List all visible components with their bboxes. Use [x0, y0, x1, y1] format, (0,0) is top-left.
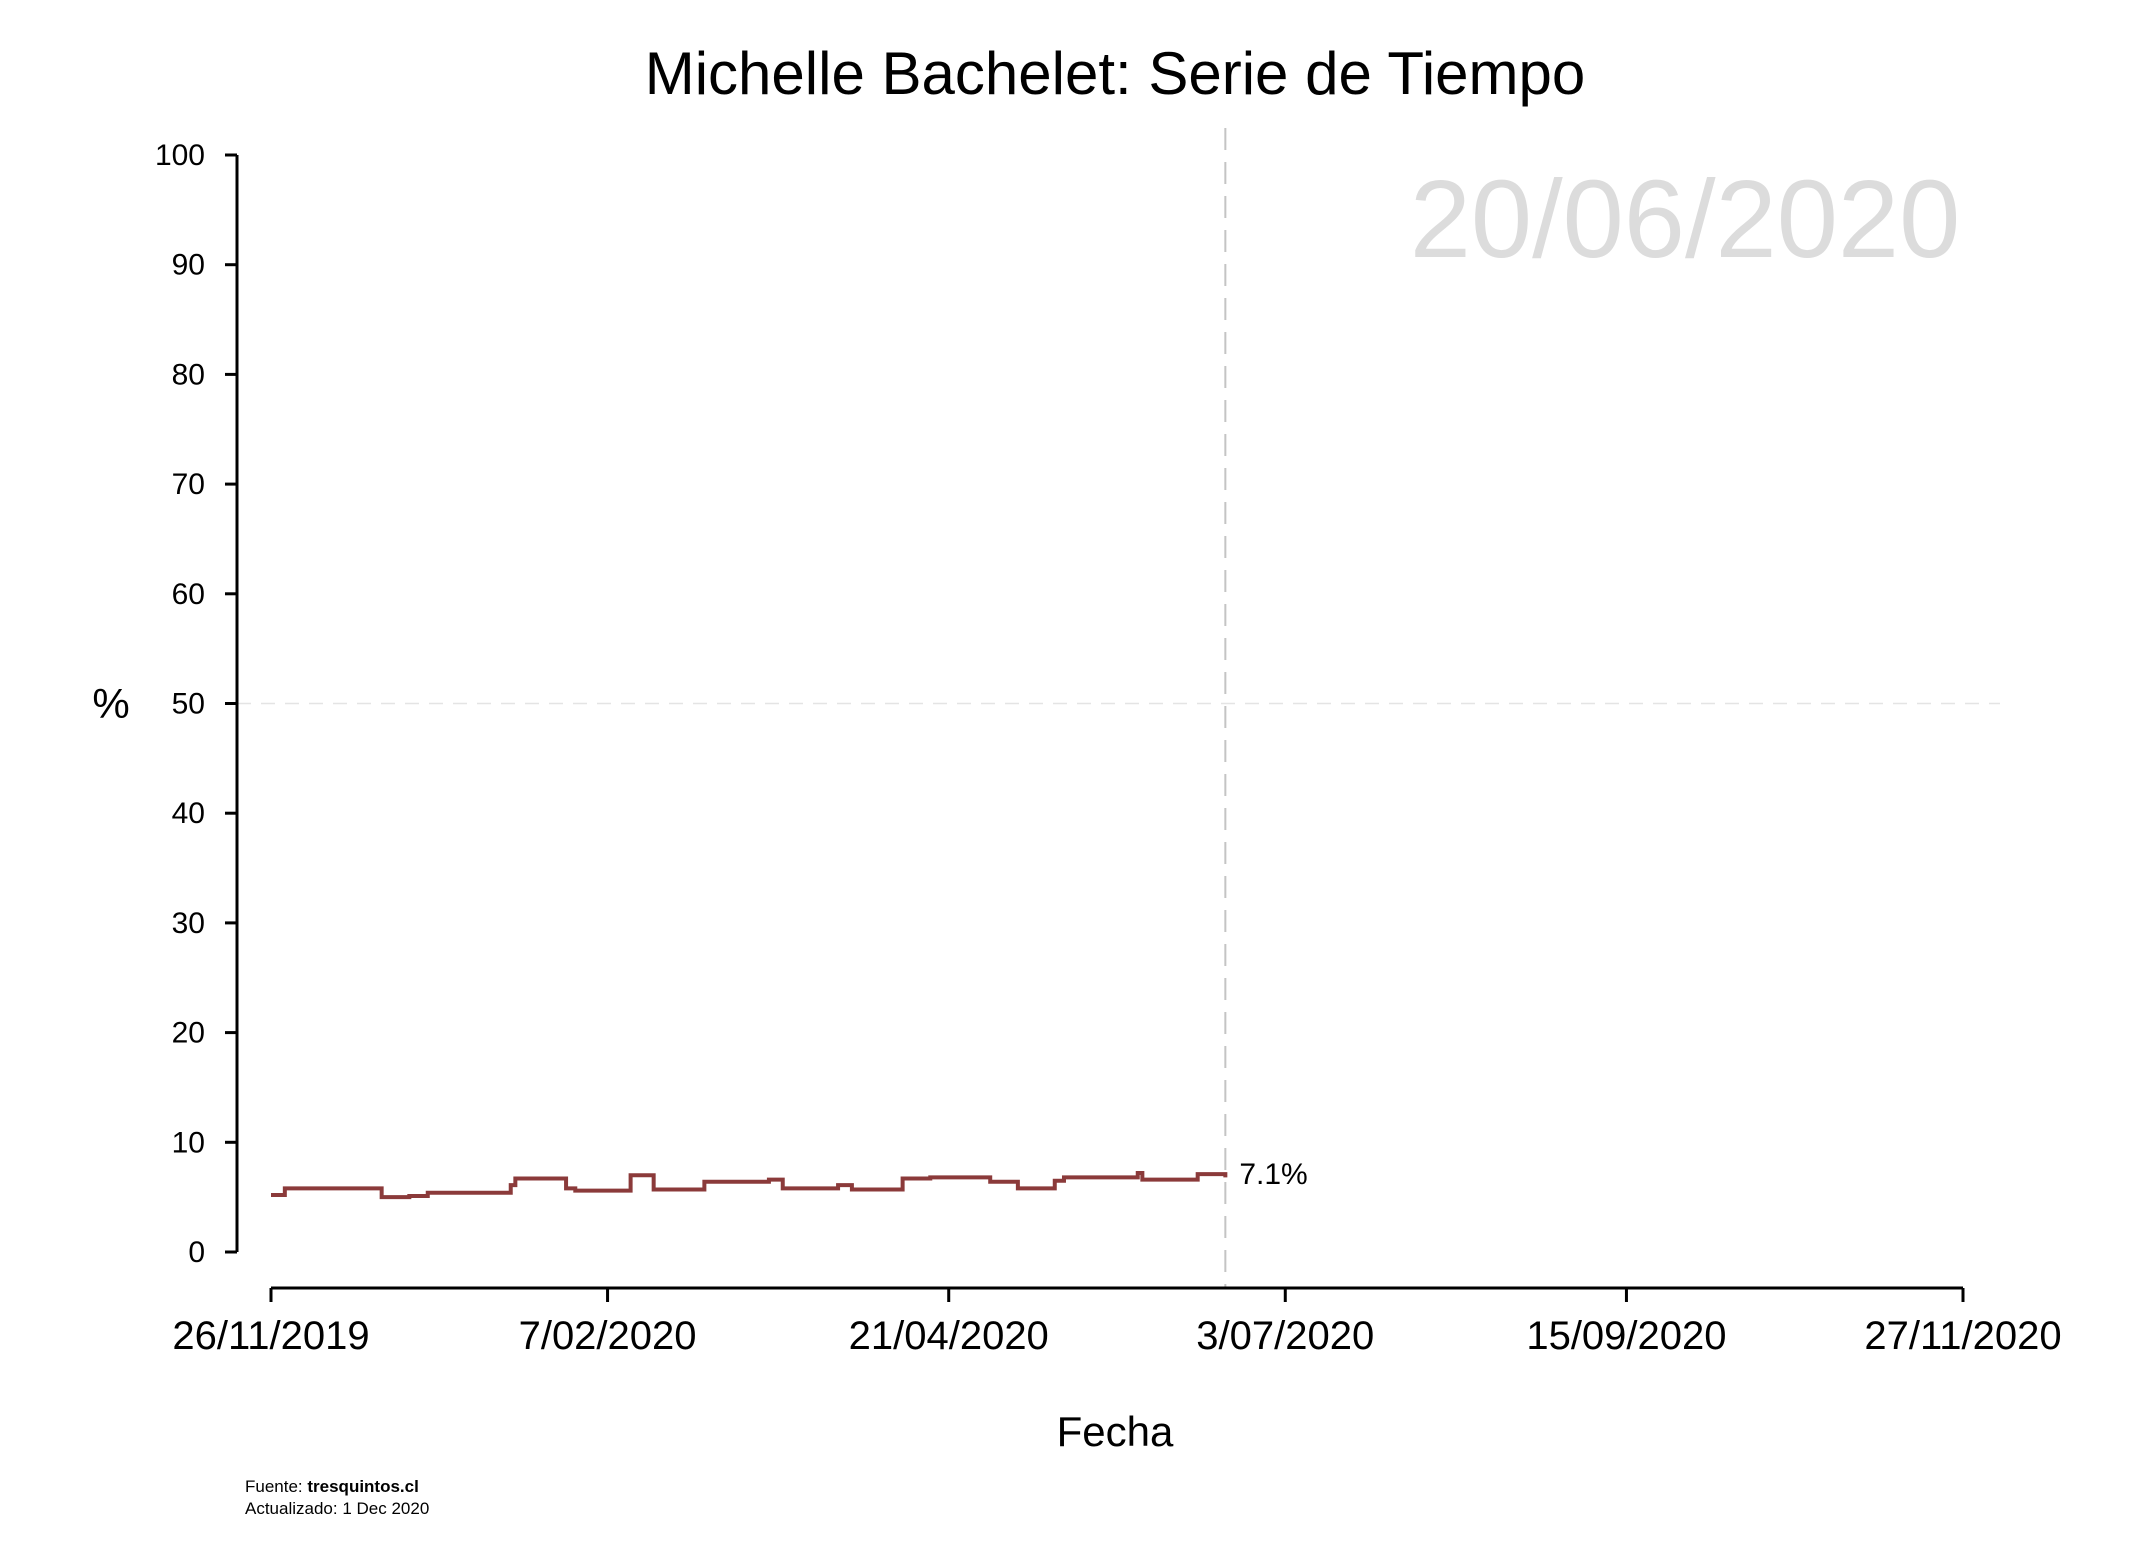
reference-lines [237, 128, 2000, 1288]
x-tick-label: 15/09/2020 [1526, 1314, 1726, 1358]
y-axis-label: % [92, 680, 129, 727]
series-line [271, 1171, 1228, 1200]
x-tick-label: 3/07/2020 [1196, 1314, 1374, 1358]
y-tick-label: 80 [172, 358, 205, 391]
y-axis: 0 10 20 30 40 50 60 70 80 90 100 [155, 139, 239, 1269]
x-axis-label: Fecha [1057, 1408, 1174, 1455]
footer-source-name: tresquintos.cl [307, 1477, 418, 1496]
y-tick-label: 100 [155, 139, 205, 172]
x-axis: 26/11/2019 7/02/2020 21/04/2020 3/07/2020 15… [172, 1286, 2062, 1358]
y-tick-label: 50 [172, 688, 205, 721]
y-tick-label: 20 [172, 1017, 205, 1050]
series-group [271, 1171, 1228, 1200]
y-tick-label: 0 [188, 1236, 205, 1269]
watermark-date: 20/06/2020 [1410, 158, 1961, 281]
chart-title: Michelle Bachelet: Serie de Tiempo [645, 40, 1586, 107]
footer-source: Fuente: tresquintos.cl [245, 1477, 419, 1496]
footer-updated: Actualizado: 1 Dec 2020 [245, 1499, 429, 1518]
y-tick-label: 70 [172, 468, 205, 501]
x-tick-label: 21/04/2020 [849, 1314, 1049, 1358]
y-tick-label: 60 [172, 578, 205, 611]
x-tick-label: 7/02/2020 [519, 1314, 697, 1358]
x-tick-label: 26/11/2019 [172, 1314, 369, 1358]
y-tick-label: 90 [172, 249, 205, 282]
y-tick-label: 10 [172, 1126, 205, 1159]
y-tick-label: 40 [172, 797, 205, 830]
x-tick-label: 27/11/2020 [1864, 1314, 2061, 1358]
end-value-label: 7.1% [1239, 1158, 1307, 1191]
y-tick-label: 30 [172, 907, 205, 940]
footer-source-prefix: Fuente: [245, 1477, 307, 1496]
